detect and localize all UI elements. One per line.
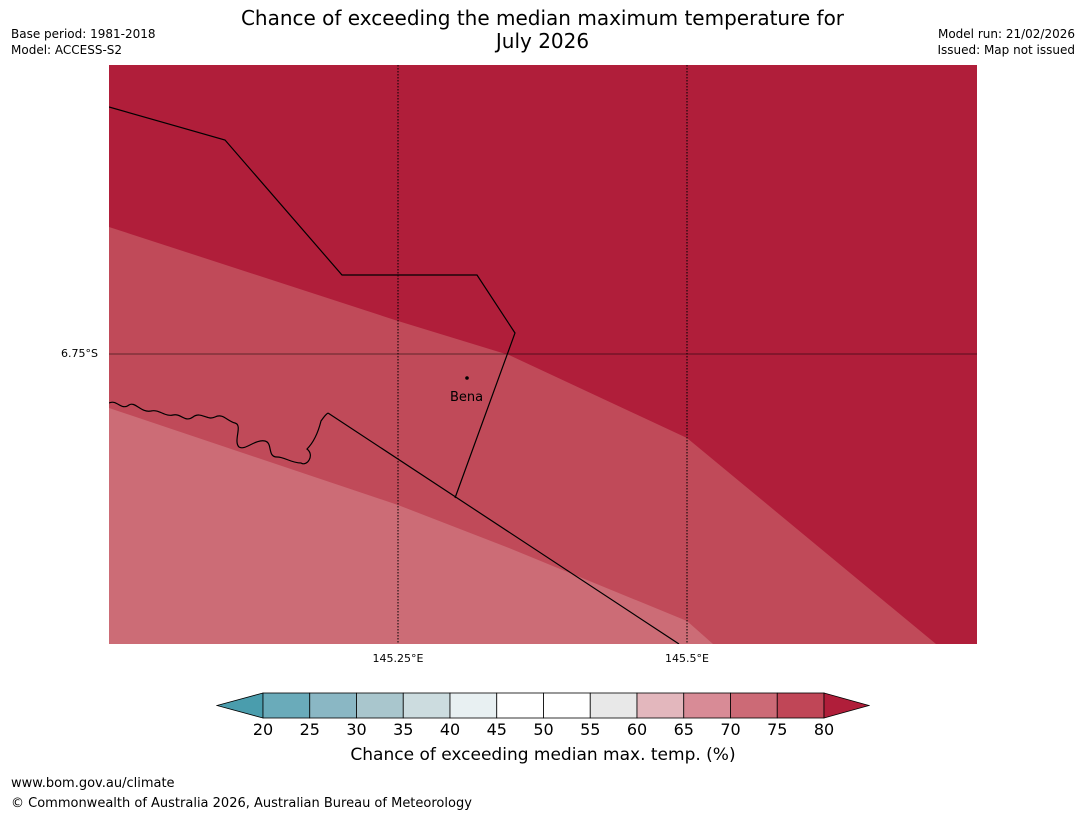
colorbar-cell — [449, 692, 498, 719]
boundary-line-south — [327, 412, 680, 644]
colorbar-cell — [589, 692, 638, 719]
place-label-bena: Bena — [450, 390, 483, 405]
colorbar-cell — [543, 692, 591, 719]
colorbar-tick: 70 — [720, 720, 741, 739]
title-line-1: Chance of exceeding the median maximum t… — [240, 6, 845, 30]
colorbar-tick: 35 — [393, 720, 414, 739]
latitude-label: 6.75°S — [61, 347, 98, 360]
colorbar-cell — [823, 692, 870, 719]
model-run: Model run: 21/02/2026 — [937, 27, 1075, 41]
colorbar-tick: 80 — [813, 720, 835, 739]
issued-status: Issued: Map not issued — [937, 43, 1075, 57]
longitude-label-145-25: 145.25°E — [372, 652, 424, 665]
boundary-line-north — [109, 106, 516, 499]
forecast-map: Bena — [109, 65, 977, 644]
colorbar-cell — [730, 692, 778, 719]
colorbar-cell — [309, 692, 357, 719]
band-70-75 — [109, 408, 713, 644]
colorbar-cell — [402, 692, 451, 719]
coastline — [109, 401, 329, 465]
model-name: Model: ACCESS-S2 — [11, 43, 123, 57]
metadata-left: Base period: 1981-2018 Model: ACCESS-S2 — [11, 26, 156, 58]
colorbar-cell — [776, 692, 825, 719]
colorbar-tick: 75 — [767, 720, 788, 739]
colorbar-label: Chance of exceeding median max. temp. (%… — [350, 745, 736, 765]
footer-url: www.bom.gov.au/climate — [11, 776, 175, 791]
colorbar-cell — [262, 692, 311, 719]
colorbar-tick: 25 — [299, 720, 320, 739]
colorbar-tick: 45 — [486, 720, 507, 739]
longitude-label-145-5: 145.5°E — [665, 652, 709, 665]
colorbar-tick: 55 — [580, 720, 601, 739]
colorbar-tick: 40 — [439, 720, 461, 739]
colorbar-cell — [683, 692, 731, 719]
colorbar-cell — [636, 692, 685, 719]
colorbar-tick: 65 — [673, 720, 694, 739]
colorbar-tick: 50 — [533, 720, 554, 739]
bena-marker — [465, 376, 469, 380]
metadata-right: Model run: 21/02/2026 Issued: Map not is… — [937, 26, 1075, 58]
map-title: Chance of exceeding the median maximum t… — [200, 7, 885, 53]
colorbar — [216, 692, 870, 719]
colorbar-tick: 20 — [252, 720, 274, 739]
colorbar-cell — [356, 692, 404, 719]
footer-copyright: © Commonwealth of Australia 2026, Austra… — [11, 796, 472, 811]
colorbar-cell — [216, 692, 264, 719]
base-period: Base period: 1981-2018 — [11, 27, 156, 41]
title-line-2: July 2026 — [495, 29, 590, 53]
colorbar-tick: 30 — [346, 720, 367, 739]
colorbar-cell — [496, 692, 544, 719]
colorbar-tick: 60 — [626, 720, 648, 739]
